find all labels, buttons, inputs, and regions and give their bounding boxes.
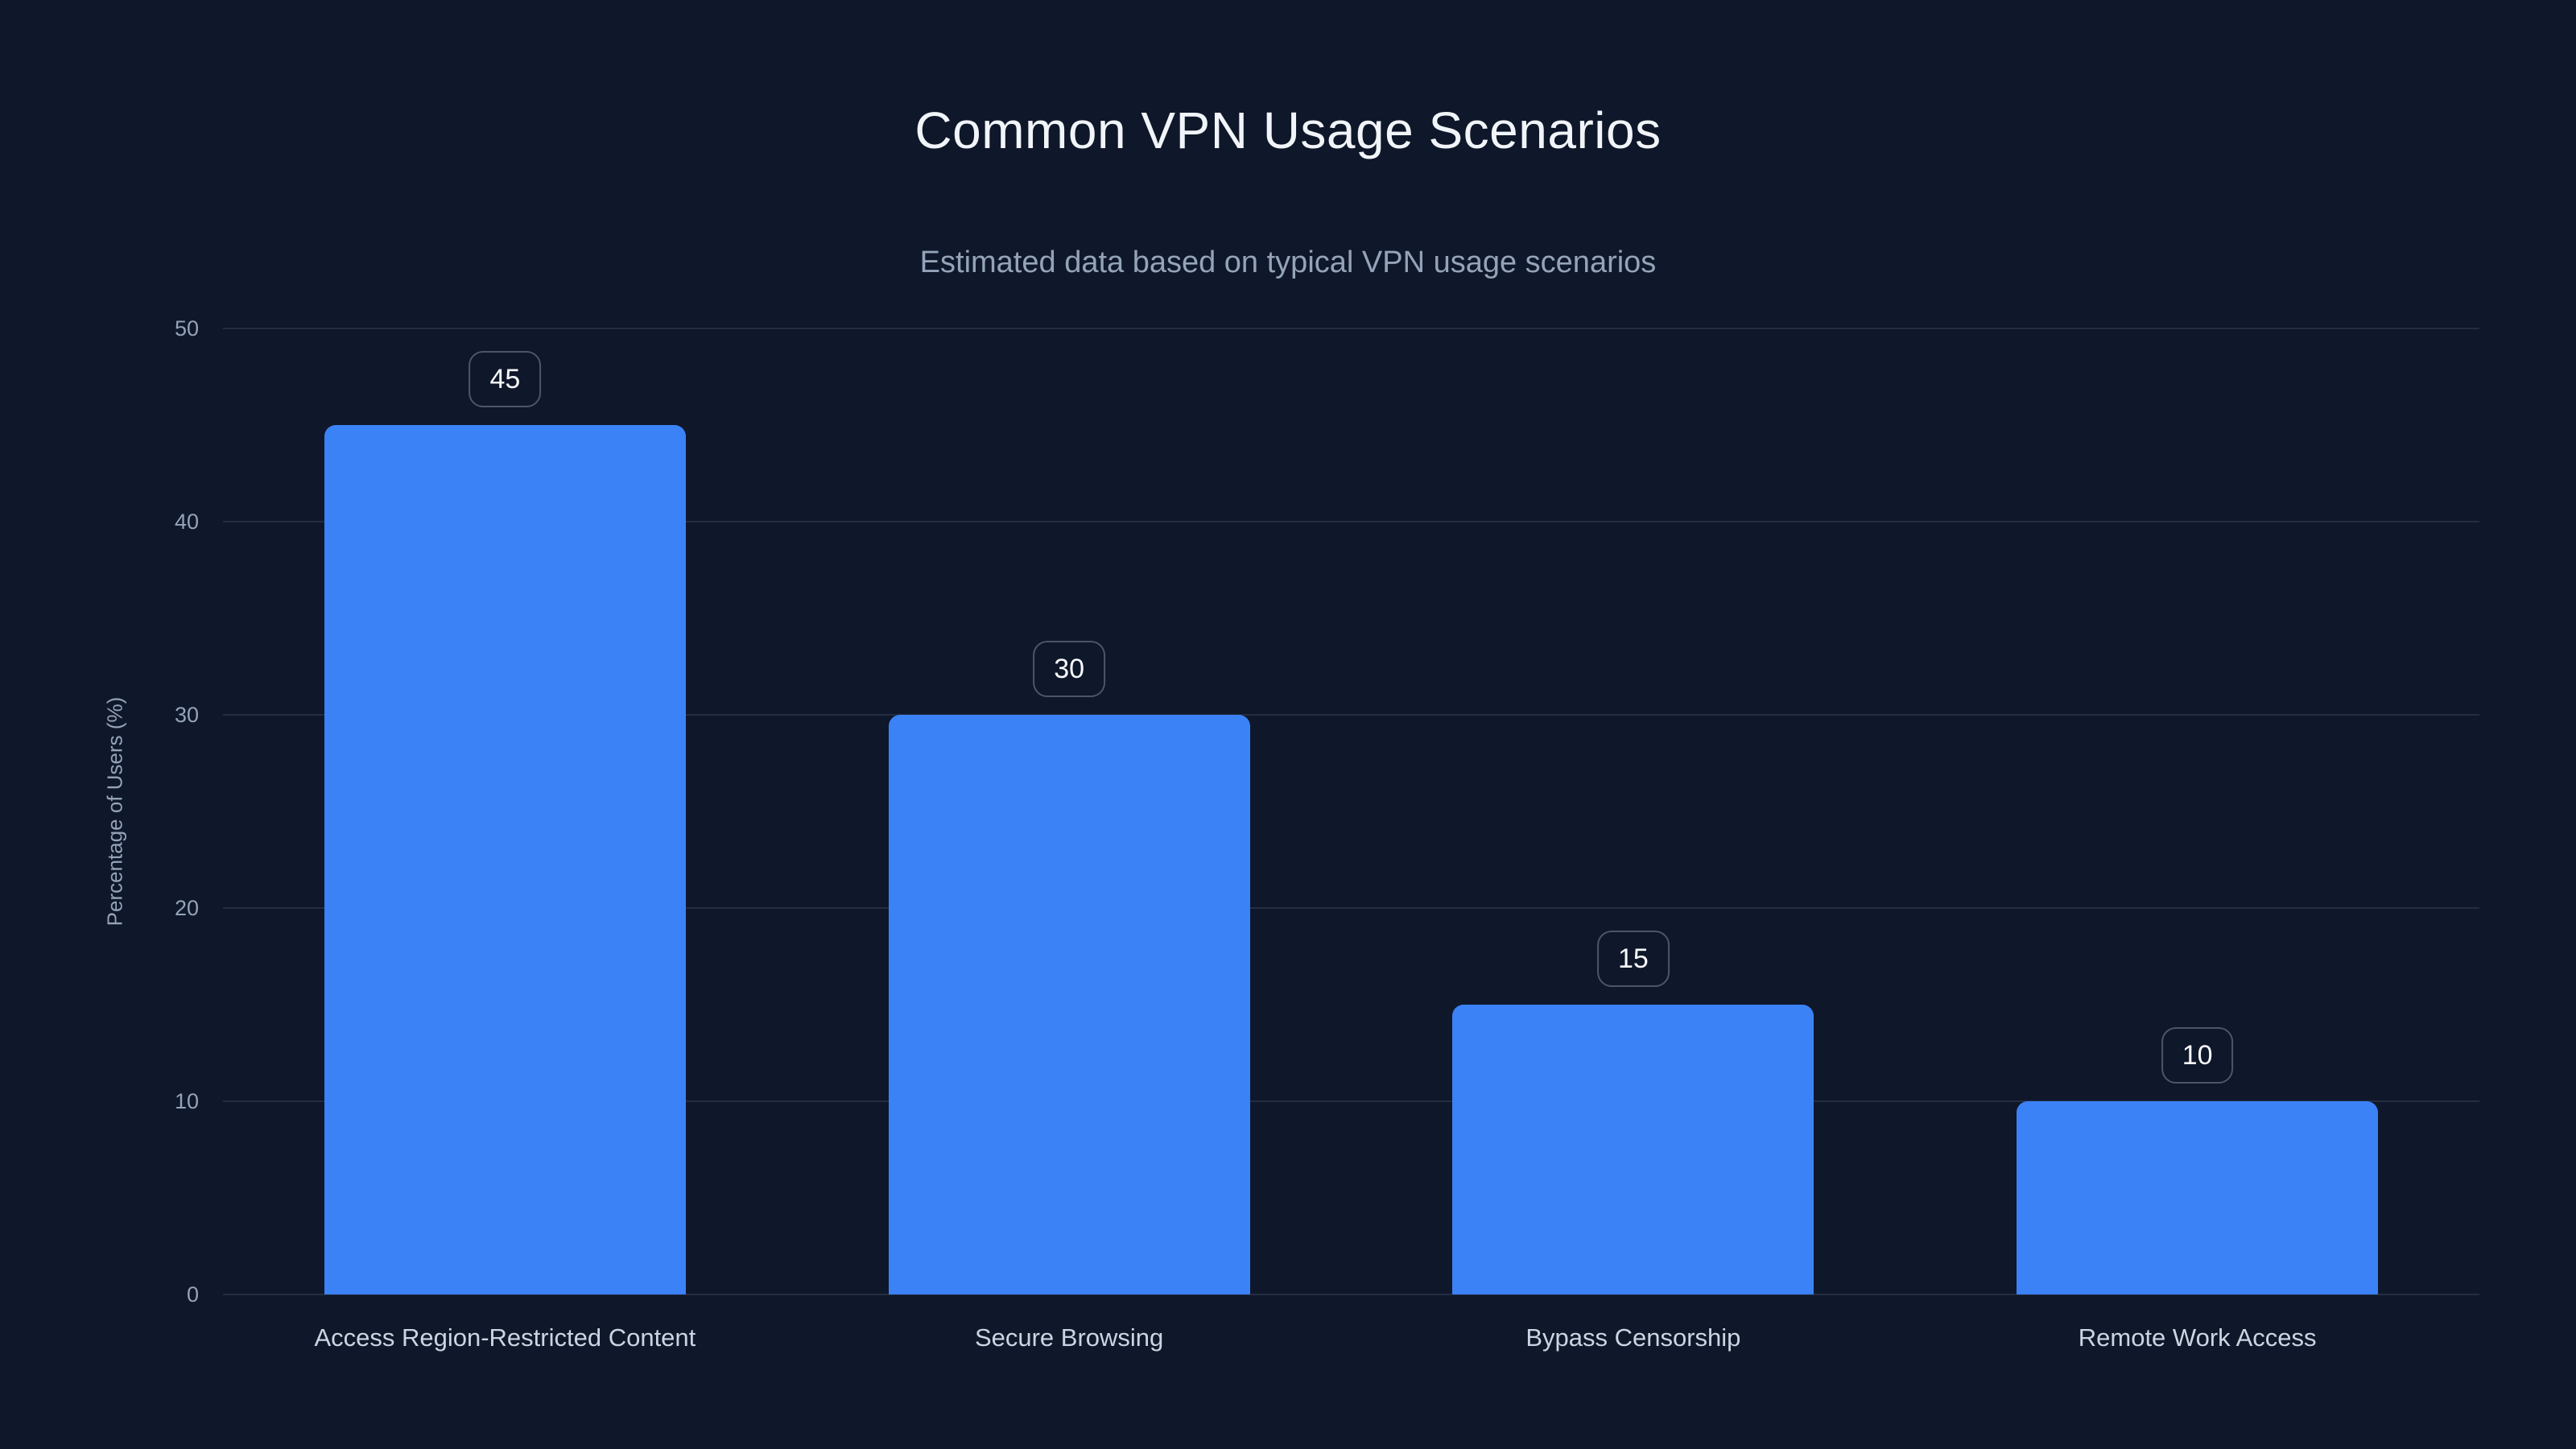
bar-1[interactable] xyxy=(888,715,1250,1294)
chart-subtitle: Estimated data based on typical VPN usag… xyxy=(919,246,1657,279)
gridline-40 xyxy=(223,521,2479,522)
y-tick-label-10: 10 xyxy=(174,1089,199,1113)
gridline-10 xyxy=(223,1100,2479,1102)
gridline-20 xyxy=(223,907,2479,909)
x-category-label-2: Bypass Censorship xyxy=(1525,1323,1741,1352)
x-category-label-0: Access Region-Restricted Content xyxy=(314,1323,696,1352)
value-badge-3: 10 xyxy=(2161,1027,2234,1084)
bar-0[interactable] xyxy=(324,425,686,1294)
x-category-label-1: Secure Browsing xyxy=(974,1323,1164,1352)
y-axis-title: Percentage of Users (%) xyxy=(102,696,127,927)
x-category-label-3: Remote Work Access xyxy=(2078,1323,2317,1352)
chart-title: Common VPN Usage Scenarios xyxy=(914,101,1662,159)
y-tick-label-20: 20 xyxy=(174,896,199,920)
y-tick-label-50: 50 xyxy=(174,316,199,341)
value-badge-1: 30 xyxy=(1033,641,1106,697)
value-badge-2: 15 xyxy=(1596,931,1670,987)
gridline-0 xyxy=(223,1294,2479,1295)
gridline-30 xyxy=(223,714,2479,716)
gridline-50 xyxy=(223,328,2479,329)
y-tick-label-40: 40 xyxy=(174,510,199,534)
bar-2[interactable] xyxy=(1452,1005,1814,1294)
plot-area: 45 30 15 10 xyxy=(223,328,2479,1295)
y-tick-label-30: 30 xyxy=(174,703,199,727)
y-tick-label-0: 0 xyxy=(186,1282,199,1307)
value-badge-0: 45 xyxy=(469,351,542,407)
bar-3[interactable] xyxy=(2017,1101,2379,1294)
